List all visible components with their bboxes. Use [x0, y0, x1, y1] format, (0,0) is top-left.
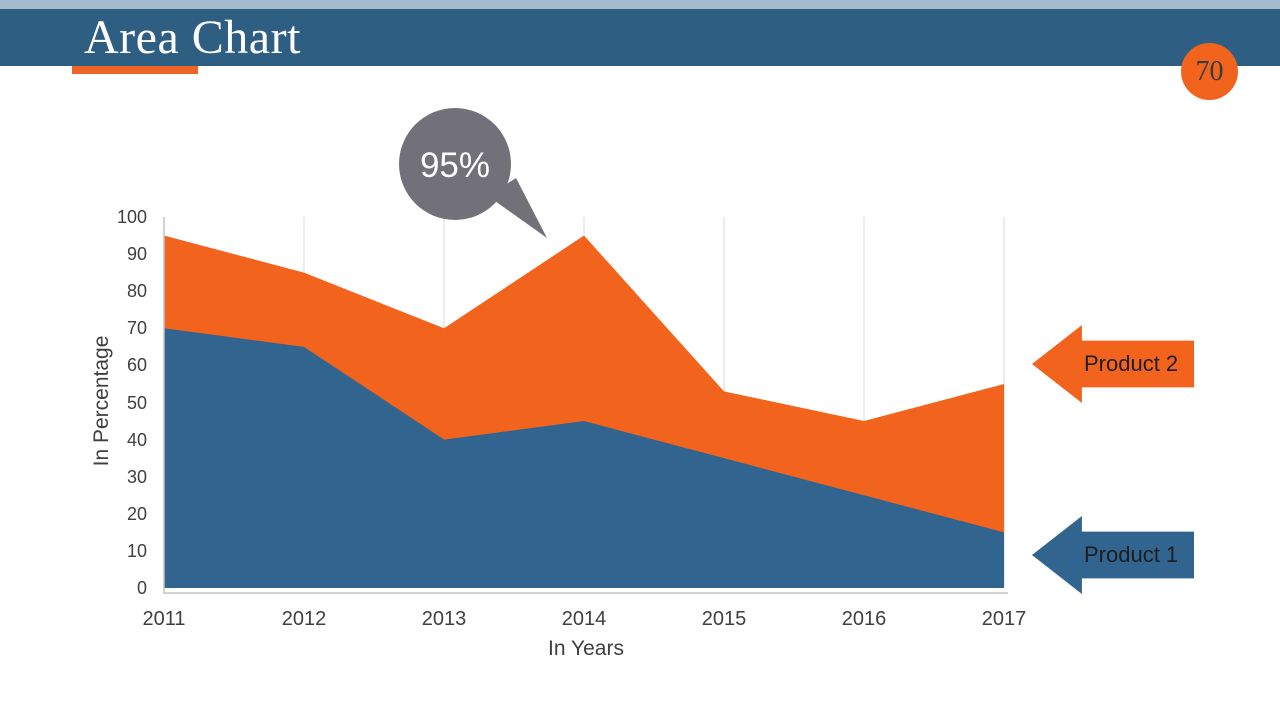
y-tick-label: 100 [116, 207, 147, 227]
x-tick-label: 2013 [421, 608, 467, 630]
y-tick-label: 30 [126, 466, 147, 487]
title-underline [72, 66, 198, 74]
y-tick-label: 60 [126, 355, 147, 376]
page-number: 70 [1195, 55, 1224, 87]
legend-arrow-product-2: Product 2 [1032, 325, 1194, 403]
legend-label-product-1: Product 1 [1084, 542, 1179, 567]
callout-text: 95% [419, 146, 491, 185]
callout-bubble [399, 108, 547, 238]
y-tick-label: 40 [126, 429, 147, 450]
header-accent-strip [0, 0, 1280, 9]
y-axis-title: In Percentage [90, 335, 113, 467]
y-tick-label: 50 [126, 392, 147, 413]
x-tick-label: 2014 [561, 608, 607, 630]
legend-arrow-product-1: Product 1 [1032, 516, 1194, 594]
x-tick-label: 2016 [841, 608, 887, 630]
page-number-badge: 70 [1181, 43, 1238, 100]
header-bar: Area Chart [0, 9, 1280, 66]
x-axis-title: In Years [548, 637, 624, 660]
x-tick-label: 2012 [281, 608, 327, 630]
y-tick-label: 10 [126, 540, 147, 561]
y-tick-label: 80 [126, 281, 147, 302]
x-tick-label: 2015 [701, 608, 747, 630]
page-title: Area Chart [84, 11, 301, 64]
x-tick-label: 2011 [142, 608, 186, 630]
y-tick-label: 90 [126, 244, 147, 265]
x-tick-label: 2017 [981, 608, 1027, 630]
y-tick-label: 70 [126, 318, 147, 339]
legend-label-product-2: Product 2 [1084, 351, 1179, 376]
y-tick-label: 20 [126, 503, 147, 524]
area-chart-canvas [163, 217, 1008, 594]
y-tick-label: 0 [136, 578, 147, 598]
